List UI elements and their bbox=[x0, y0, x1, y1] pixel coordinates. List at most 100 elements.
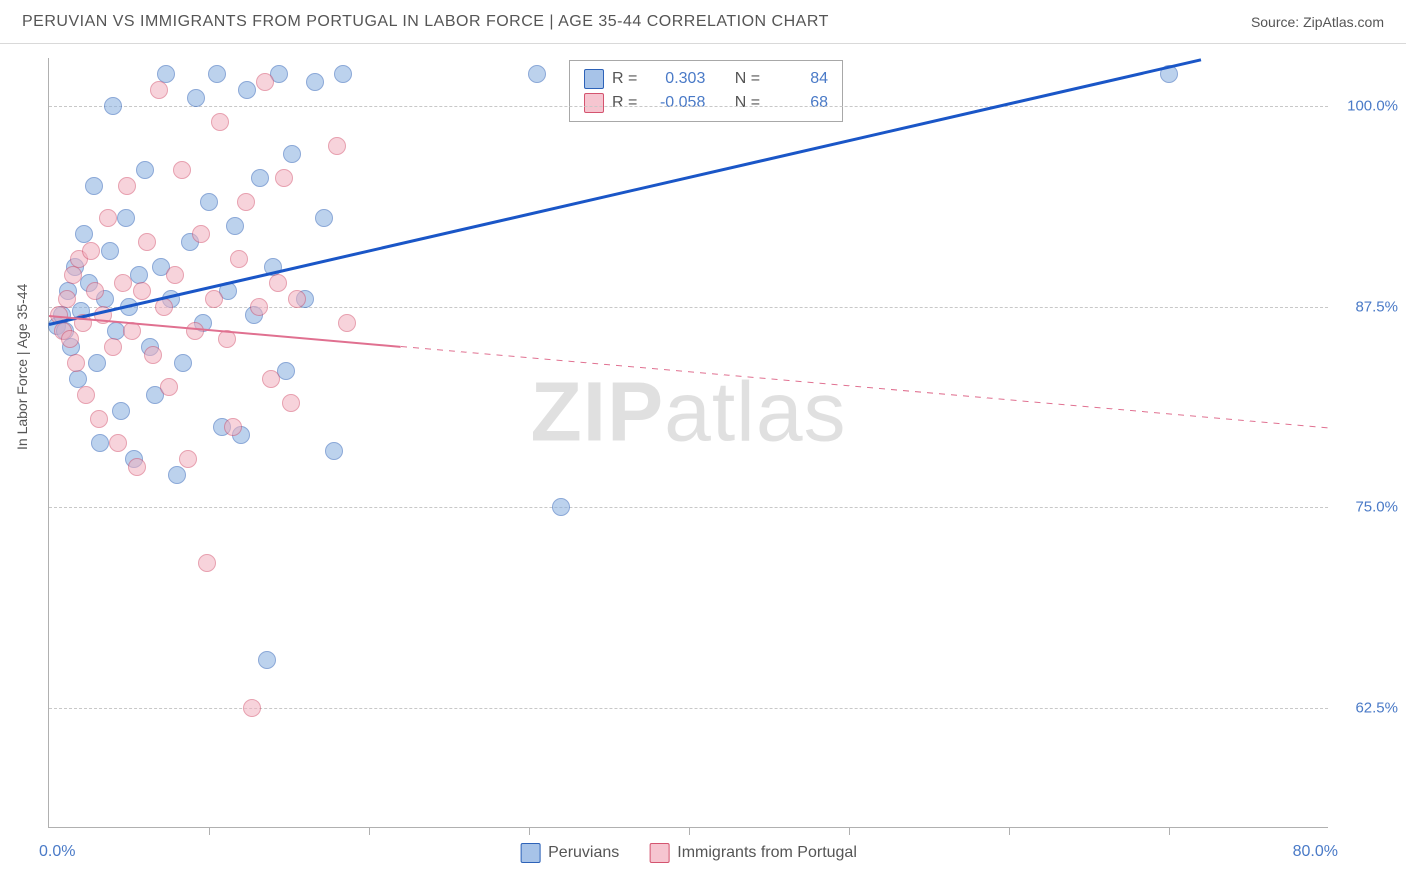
data-point bbox=[325, 442, 343, 460]
legend-swatch bbox=[584, 93, 604, 113]
data-point bbox=[179, 450, 197, 468]
data-point bbox=[174, 354, 192, 372]
legend-item: Immigrants from Portugal bbox=[649, 843, 857, 863]
data-point bbox=[200, 193, 218, 211]
stats-legend-row: R =0.303 N =84 bbox=[584, 67, 828, 91]
data-point bbox=[328, 137, 346, 155]
data-point bbox=[130, 266, 148, 284]
plot-area: ZIPatlas R =0.303 N =84R =-0.058 N =68 0… bbox=[48, 58, 1328, 828]
data-point bbox=[101, 242, 119, 260]
data-point bbox=[226, 217, 244, 235]
data-point bbox=[86, 282, 104, 300]
data-point bbox=[173, 161, 191, 179]
data-point bbox=[315, 209, 333, 227]
x-tick bbox=[849, 827, 850, 835]
data-point bbox=[275, 169, 293, 187]
data-point bbox=[114, 274, 132, 292]
data-point bbox=[166, 266, 184, 284]
data-point bbox=[91, 434, 109, 452]
data-point bbox=[262, 370, 280, 388]
data-point bbox=[205, 290, 223, 308]
data-point bbox=[150, 81, 168, 99]
data-point bbox=[208, 65, 226, 83]
data-point bbox=[58, 290, 76, 308]
data-point bbox=[250, 298, 268, 316]
watermark: ZIPatlas bbox=[530, 363, 846, 460]
y-axis-title: In Labor Force | Age 35-44 bbox=[14, 284, 30, 450]
trendline bbox=[401, 346, 1329, 428]
legend-swatch bbox=[584, 69, 604, 89]
data-point bbox=[160, 378, 178, 396]
data-point bbox=[186, 322, 204, 340]
gridline bbox=[49, 507, 1328, 508]
x-tick bbox=[209, 827, 210, 835]
legend-swatch bbox=[649, 843, 669, 863]
legend-label: Peruvians bbox=[548, 844, 619, 862]
data-point bbox=[133, 282, 151, 300]
data-point bbox=[269, 274, 287, 292]
data-point bbox=[136, 161, 154, 179]
data-point bbox=[230, 250, 248, 268]
y-tick-label: 100.0% bbox=[1338, 98, 1398, 115]
data-point bbox=[144, 346, 162, 364]
x-tick bbox=[1169, 827, 1170, 835]
data-point bbox=[64, 266, 82, 284]
data-point bbox=[211, 113, 229, 131]
data-point bbox=[61, 330, 79, 348]
chart-title: PERUVIAN VS IMMIGRANTS FROM PORTUGAL IN … bbox=[22, 13, 829, 31]
x-tick bbox=[1009, 827, 1010, 835]
series-legend: Peruvians Immigrants from Portugal bbox=[520, 843, 857, 863]
data-point bbox=[104, 338, 122, 356]
x-axis-min-label: 0.0% bbox=[39, 843, 75, 861]
data-point bbox=[528, 65, 546, 83]
data-point bbox=[306, 73, 324, 91]
legend-item: Peruvians bbox=[520, 843, 619, 863]
data-point bbox=[243, 699, 261, 717]
data-point bbox=[99, 209, 117, 227]
chart-header: PERUVIAN VS IMMIGRANTS FROM PORTUGAL IN … bbox=[0, 0, 1406, 44]
y-tick-label: 75.0% bbox=[1338, 499, 1398, 516]
data-point bbox=[288, 290, 306, 308]
data-point bbox=[138, 233, 156, 251]
legend-swatch bbox=[520, 843, 540, 863]
data-point bbox=[237, 193, 255, 211]
data-point bbox=[238, 81, 256, 99]
data-point bbox=[256, 73, 274, 91]
data-point bbox=[109, 434, 127, 452]
x-tick bbox=[369, 827, 370, 835]
data-point bbox=[118, 177, 136, 195]
data-point bbox=[192, 225, 210, 243]
x-tick bbox=[529, 827, 530, 835]
gridline bbox=[49, 708, 1328, 709]
chart-source: Source: ZipAtlas.com bbox=[1251, 14, 1384, 30]
y-tick-label: 87.5% bbox=[1338, 298, 1398, 315]
data-point bbox=[82, 242, 100, 260]
gridline bbox=[49, 106, 1328, 107]
legend-label: Immigrants from Portugal bbox=[677, 844, 857, 862]
data-point bbox=[334, 65, 352, 83]
data-point bbox=[112, 402, 130, 420]
x-axis-max-label: 80.0% bbox=[1293, 843, 1338, 861]
data-point bbox=[128, 458, 146, 476]
data-point bbox=[187, 89, 205, 107]
data-point bbox=[552, 498, 570, 516]
data-point bbox=[258, 651, 276, 669]
data-point bbox=[283, 145, 301, 163]
gridline bbox=[49, 307, 1328, 308]
stats-legend-row: R =-0.058 N =68 bbox=[584, 91, 828, 115]
data-point bbox=[67, 354, 85, 372]
data-point bbox=[198, 554, 216, 572]
data-point bbox=[168, 466, 186, 484]
data-point bbox=[88, 354, 106, 372]
data-point bbox=[282, 394, 300, 412]
data-point bbox=[77, 386, 95, 404]
data-point bbox=[338, 314, 356, 332]
data-point bbox=[85, 177, 103, 195]
data-point bbox=[224, 418, 242, 436]
stats-legend: R =0.303 N =84R =-0.058 N =68 bbox=[569, 60, 843, 122]
data-point bbox=[251, 169, 269, 187]
x-tick bbox=[689, 827, 690, 835]
data-point bbox=[117, 209, 135, 227]
y-tick-label: 62.5% bbox=[1338, 699, 1398, 716]
data-point bbox=[104, 97, 122, 115]
